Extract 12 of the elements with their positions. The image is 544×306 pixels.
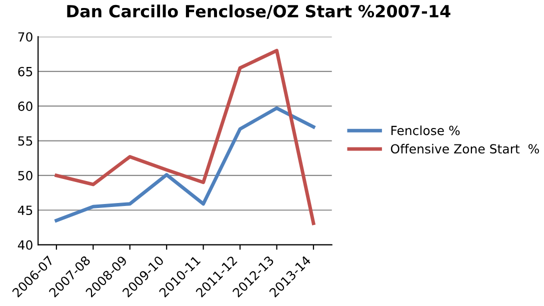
- legend-label: Fenclose %: [391, 126, 460, 136]
- chart-title: Dan Carcillo Fenclose/OZ Start %2007-14: [67, 4, 450, 19]
- legend-label: Offensive Zone Start %: [390, 144, 539, 154]
- y-tick-label: 55: [18, 136, 32, 146]
- y-tick-label: 70: [18, 32, 32, 42]
- y-tick-label: 65: [18, 66, 32, 76]
- y-tick-label: 50: [18, 170, 32, 180]
- line-series: [54, 106, 316, 222]
- y-tick-label: 60: [18, 102, 32, 112]
- y-tick-label: 45: [18, 206, 32, 216]
- line-series: [54, 48, 316, 226]
- y-tick-label: 40: [18, 240, 32, 250]
